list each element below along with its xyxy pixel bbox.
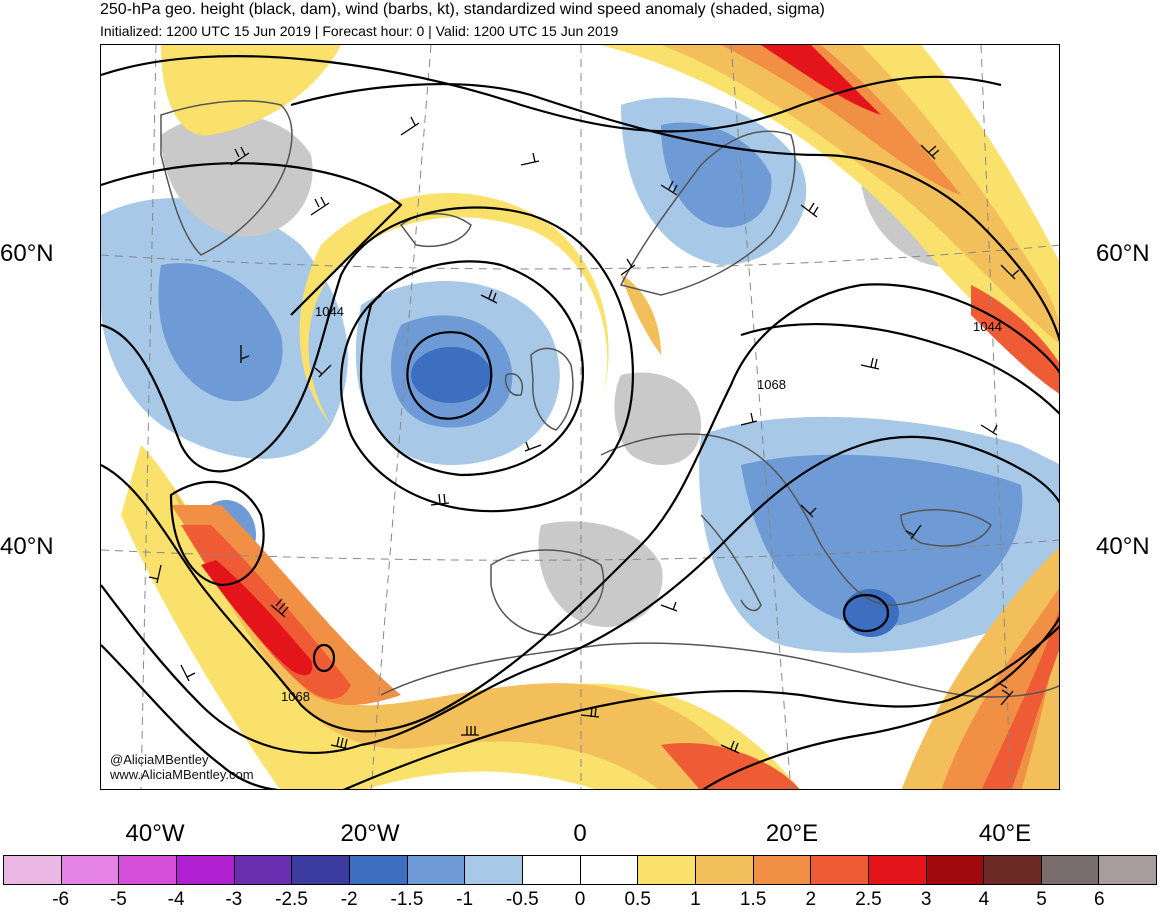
colorbar-tick-label: 4 xyxy=(978,889,990,910)
colorbar-tick-label: 5 xyxy=(1036,889,1047,910)
colorbar-tick-label: 2.5 xyxy=(855,889,882,910)
colorbar-tick-label: 1.5 xyxy=(739,889,767,910)
colorbar-swatch xyxy=(753,856,812,884)
colorbar-swatch xyxy=(522,856,581,884)
lat-label-60n-right: 60°N xyxy=(1096,240,1150,267)
lon-label-20w: 20°W xyxy=(340,820,400,847)
negative-anomaly-greece xyxy=(843,589,899,637)
credit-website: www.AliciaMBentley.com xyxy=(110,767,254,782)
colorbar-tick-label: -6 xyxy=(52,889,70,910)
lat-label-40n-right: 40°N xyxy=(1096,533,1150,560)
colorbar-tick-label: -5 xyxy=(109,889,127,910)
colorbar-swatch xyxy=(292,856,350,884)
colorbar-swatch xyxy=(695,856,754,884)
colorbar-tick-label: 0.5 xyxy=(624,889,651,910)
negative-anomaly-europe-core xyxy=(741,454,1023,627)
wind-barbs xyxy=(148,116,1020,754)
colorbar-swatch xyxy=(811,856,869,884)
colorbar-swatch xyxy=(868,856,927,884)
lon-label-20e: 20°E xyxy=(765,820,819,847)
contour-label: 1068 xyxy=(757,377,786,392)
positive-anomaly-jet-north xyxy=(601,45,1059,384)
europe-coast xyxy=(600,433,982,606)
graticule xyxy=(101,45,1059,789)
colorbar-swatch xyxy=(465,856,523,884)
colorbar-tick-label: -2 xyxy=(340,889,358,910)
lon-label-0: 0 xyxy=(573,820,587,847)
neutral-grey-areas xyxy=(161,114,313,237)
contour-label: 1044 xyxy=(973,319,1002,334)
lon-label-40e: 40°E xyxy=(978,820,1032,847)
colorbar-swatch xyxy=(926,856,985,884)
colorbar-swatch xyxy=(638,856,696,884)
weather-map: 1044 1044 1068 1068 xyxy=(100,44,1060,790)
colorbar-swatch xyxy=(1041,856,1100,884)
colorbar-tick-label: -4 xyxy=(167,889,185,910)
colorbar-tick-label: -1.5 xyxy=(390,889,424,910)
italy-coast xyxy=(700,514,762,612)
colorbar-tick-label: -0.5 xyxy=(505,889,539,910)
colorbar-tick-label: -1 xyxy=(456,889,474,910)
map-canvas: 1044 1044 1068 1068 xyxy=(101,45,1059,789)
colorbar-swatch xyxy=(1099,856,1157,884)
colorbar xyxy=(3,855,1157,885)
colorbar-tick-label: -2.5 xyxy=(275,889,308,910)
map-subtitle: Initialized: 1200 UTC 15 Jun 2019 | Fore… xyxy=(100,23,619,39)
british-isles-coast xyxy=(530,347,574,431)
colorbar-swatch xyxy=(61,856,120,884)
colorbar-swatch xyxy=(984,856,1042,884)
colorbar-tick-label: 6 xyxy=(1094,889,1105,910)
credit-handle: @AliciaMBentley xyxy=(110,752,209,767)
lon-label-40w: 40°W xyxy=(125,820,185,847)
lat-label-60n-left: 60°N xyxy=(0,240,54,267)
height-contours xyxy=(101,55,1059,789)
colorbar-tick-label: 0 xyxy=(574,889,586,910)
negative-anomaly-core-west xyxy=(158,263,283,402)
colorbar-tick-label: 2 xyxy=(805,889,817,910)
colorbar-tick-label: 3 xyxy=(920,889,932,910)
contour-label: 1044 xyxy=(315,304,344,319)
colorbar-tick-label: -3 xyxy=(225,889,243,910)
colorbar-swatch xyxy=(349,856,408,884)
greenland-coast xyxy=(160,100,293,256)
colorbar-tick-label: 1 xyxy=(690,889,701,910)
colorbar-swatch xyxy=(176,856,235,884)
colorbar-swatch xyxy=(119,856,177,884)
colorbar-swatch xyxy=(234,856,293,884)
colorbar-swatch xyxy=(4,856,62,884)
negative-anomaly-low-center xyxy=(411,347,491,403)
colorbar-swatch xyxy=(407,856,466,884)
scandinavia-coast xyxy=(619,130,796,296)
lat-label-40n-left: 40°N xyxy=(0,533,54,560)
anomaly-shading xyxy=(101,45,1059,789)
map-title: 250-hPa geo. height (black, dam), wind (… xyxy=(100,1,825,18)
contour-label: 1068 xyxy=(281,689,310,704)
iberia-coast xyxy=(490,549,605,636)
colorbar-swatch xyxy=(580,856,639,884)
